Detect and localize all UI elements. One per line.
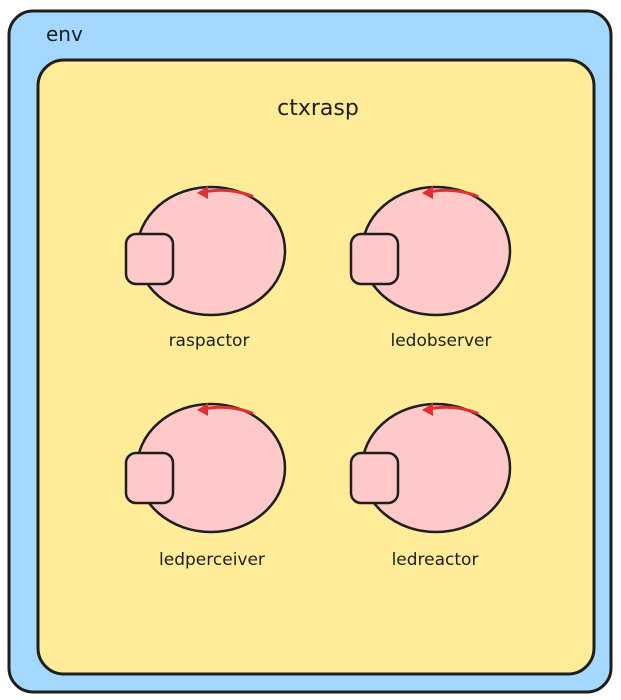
arrow-head-icon [422,186,433,199]
actor-label: ledperceiver [159,550,265,570]
actor-ledperceiver[interactable]: ledperceiver [124,402,287,570]
arrow-head-icon [197,403,208,416]
ctxrasp-container-box [36,58,596,676]
actor-port [349,451,400,505]
actor-ledobserver[interactable]: ledobserver [349,185,512,351]
actor-port [349,232,400,286]
ctxrasp-label: ctxrasp [277,96,359,121]
actor-label: ledobserver [391,331,492,351]
actor-raspactor[interactable]: raspactor [124,185,287,351]
actor-ledreactor[interactable]: ledreactor [349,402,512,570]
ctxrasp-container[interactable]: ctxrasp [36,58,596,676]
actor-label: raspactor [169,331,250,351]
actor-label: ledreactor [392,550,479,570]
actor-port [124,451,175,505]
arrow-head-icon [422,403,433,416]
env-label: env [46,22,83,46]
arrow-head-icon [197,186,208,199]
actor-port [124,232,175,286]
